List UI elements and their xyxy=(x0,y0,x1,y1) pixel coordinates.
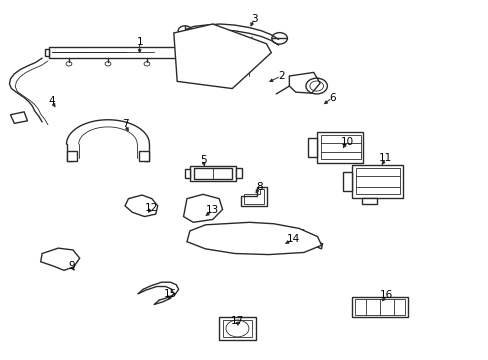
Polygon shape xyxy=(66,150,77,161)
Text: 7: 7 xyxy=(122,120,128,129)
Text: 8: 8 xyxy=(255,182,262,192)
Polygon shape xyxy=(306,237,322,249)
Text: 2: 2 xyxy=(277,71,284,81)
Polygon shape xyxy=(183,194,222,222)
Polygon shape xyxy=(351,297,407,317)
Text: 3: 3 xyxy=(250,14,257,24)
Text: 9: 9 xyxy=(68,261,75,271)
Polygon shape xyxy=(289,72,320,93)
Text: 11: 11 xyxy=(379,153,392,163)
Polygon shape xyxy=(236,168,242,179)
Polygon shape xyxy=(125,195,158,217)
Text: 6: 6 xyxy=(328,93,335,103)
Text: 15: 15 xyxy=(163,289,177,299)
Polygon shape xyxy=(351,165,402,198)
Polygon shape xyxy=(10,112,27,123)
Polygon shape xyxy=(49,46,188,58)
Polygon shape xyxy=(139,150,149,161)
Polygon shape xyxy=(44,49,49,56)
Polygon shape xyxy=(41,248,80,270)
Text: 4: 4 xyxy=(48,96,55,106)
Polygon shape xyxy=(184,169,189,178)
Text: 10: 10 xyxy=(340,138,353,147)
Text: 16: 16 xyxy=(380,291,393,301)
Polygon shape xyxy=(361,198,377,204)
Text: 13: 13 xyxy=(206,206,219,216)
Text: 5: 5 xyxy=(199,155,206,165)
Polygon shape xyxy=(186,222,321,255)
Polygon shape xyxy=(173,24,271,89)
Polygon shape xyxy=(342,171,351,191)
Polygon shape xyxy=(189,166,236,181)
Polygon shape xyxy=(316,132,362,163)
Text: 17: 17 xyxy=(230,316,244,325)
Text: 12: 12 xyxy=(145,203,158,213)
Polygon shape xyxy=(193,168,232,179)
Polygon shape xyxy=(219,318,255,339)
Text: 14: 14 xyxy=(286,234,299,244)
Polygon shape xyxy=(307,138,316,157)
Text: 1: 1 xyxy=(136,37,142,47)
Polygon shape xyxy=(240,187,267,206)
